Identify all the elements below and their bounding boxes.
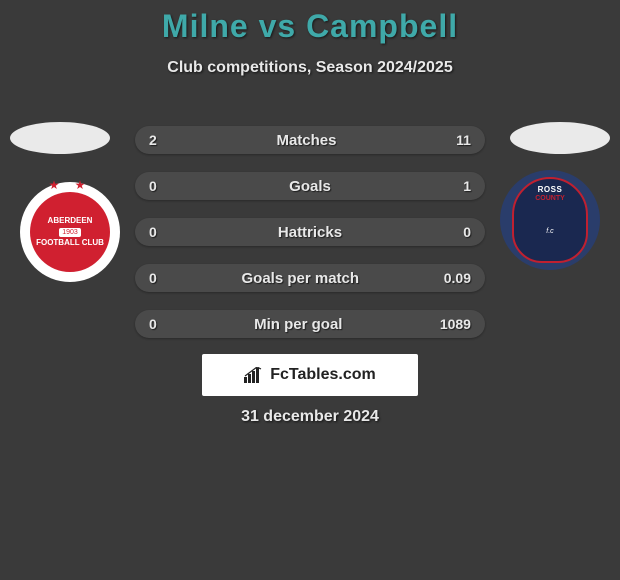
stat-right: 1089 bbox=[440, 316, 471, 332]
brand-attribution: FcTables.com bbox=[202, 354, 418, 396]
stat-label: Goals bbox=[289, 178, 331, 195]
stat-right: 0.09 bbox=[444, 270, 471, 286]
stat-label: Min per goal bbox=[254, 316, 342, 333]
stat-label: Goals per match bbox=[242, 270, 360, 287]
stat-label: Hattricks bbox=[278, 224, 342, 241]
stat-right: 11 bbox=[456, 132, 471, 148]
badge-left-top: ABERDEEN bbox=[48, 217, 93, 226]
subtitle: Club competitions, Season 2024/2025 bbox=[0, 59, 620, 77]
page-title: Milne vs Campbell bbox=[0, 8, 620, 45]
comparison-card: Milne vs Campbell Club competitions, Sea… bbox=[0, 0, 620, 580]
badge-right-top: ROSS bbox=[538, 185, 563, 194]
badge-right-fc: f.c bbox=[546, 228, 553, 235]
club-badge-right: ROSS COUNTY f.c bbox=[500, 170, 600, 270]
player-avatar-right bbox=[510, 122, 610, 154]
stat-row-hattricks: 0 Hattricks 0 bbox=[135, 218, 485, 246]
club-badge-left: ★ ★ ABERDEEN 1903 FOOTBALL CLUB bbox=[20, 182, 120, 282]
stat-row-goals-per-match: 0 Goals per match 0.09 bbox=[135, 264, 485, 292]
badge-left-bottom: FOOTBALL CLUB bbox=[36, 239, 104, 248]
stars-icon: ★ ★ bbox=[49, 178, 92, 192]
chart-icon bbox=[244, 367, 264, 383]
stat-left: 2 bbox=[149, 132, 157, 148]
aberdeen-crest: ★ ★ ABERDEEN 1903 FOOTBALL CLUB bbox=[30, 192, 110, 272]
stat-left: 0 bbox=[149, 270, 157, 286]
player-avatar-left bbox=[10, 122, 110, 154]
stat-left: 0 bbox=[149, 224, 157, 240]
brand-text: FcTables.com bbox=[270, 366, 376, 384]
stats-table: 2 Matches 11 0 Goals 1 0 Hattricks 0 0 G… bbox=[135, 126, 485, 356]
stat-right: 1 bbox=[463, 178, 471, 194]
stat-row-matches: 2 Matches 11 bbox=[135, 126, 485, 154]
date-label: 31 december 2024 bbox=[0, 408, 620, 426]
badge-left-year: 1903 bbox=[59, 228, 81, 237]
stat-row-min-per-goal: 0 Min per goal 1089 bbox=[135, 310, 485, 338]
ross-county-crest: ROSS COUNTY f.c bbox=[512, 177, 588, 263]
stat-row-goals: 0 Goals 1 bbox=[135, 172, 485, 200]
stat-left: 0 bbox=[149, 316, 157, 332]
stat-left: 0 bbox=[149, 178, 157, 194]
badge-right-mid: COUNTY bbox=[535, 195, 565, 202]
stat-label: Matches bbox=[276, 132, 336, 149]
stat-right: 0 bbox=[463, 224, 471, 240]
